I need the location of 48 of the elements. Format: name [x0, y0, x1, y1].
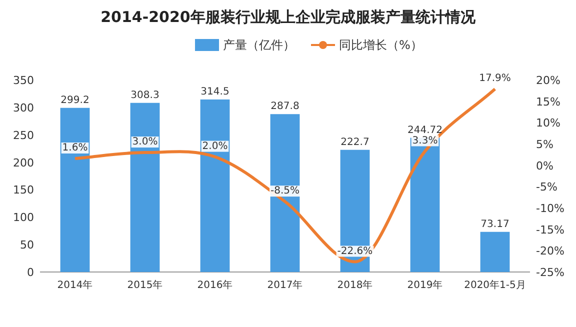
y2-tick-label: -25% [536, 266, 564, 279]
data-label: 314.5 [200, 86, 230, 98]
legend-label: 产量（亿件） [223, 38, 295, 52]
data-label: 17.9% [479, 72, 511, 84]
x-tick-label: 2014年 [57, 279, 93, 291]
y2-tick-label: -20% [536, 244, 564, 258]
y-tick-label: 150 [13, 184, 34, 197]
x-tick-label: 2018年 [337, 279, 373, 291]
y-tick-label: 100 [13, 211, 34, 224]
data-label: 222.7 [340, 136, 370, 148]
y2-tick-label: -15% [536, 223, 564, 236]
y-tick-label: 300 [13, 101, 34, 114]
data-label: -8.5% [270, 186, 300, 197]
data-label: 1.6% [62, 142, 88, 154]
bar [410, 138, 440, 272]
x-tick-label: 2017年 [267, 279, 303, 291]
y-tick-label: 50 [20, 238, 34, 252]
y-tick-label: 350 [13, 74, 34, 87]
y2-tick-label: 5% [536, 138, 554, 151]
data-label: 287.8 [270, 101, 300, 112]
data-label: 73.17 [480, 218, 510, 230]
bar [130, 102, 160, 272]
bar [270, 114, 300, 272]
y2-tick-label: -10% [536, 202, 564, 215]
bar [200, 99, 230, 272]
y2-tick-label: 10% [536, 116, 560, 130]
y2-tick-label: 15% [536, 95, 560, 108]
data-label: 308.3 [130, 90, 160, 101]
x-tick-label: 2020年1-5月 [464, 279, 526, 291]
data-label: 244.72 [408, 124, 442, 136]
data-label: 2.0% [202, 140, 228, 152]
y2-tick-label: 20% [536, 74, 560, 87]
y2-tick-label: 0% [536, 159, 554, 172]
data-label: -22.6% [337, 246, 373, 257]
chart-title: 2014-2020年服装行业规上企业完成服装产量统计情况 [100, 8, 476, 26]
y-tick-label: 0 [27, 266, 34, 279]
y-tick-label: 200 [13, 156, 34, 170]
x-tick-label: 2019年 [407, 279, 443, 291]
bar [60, 108, 90, 272]
y-tick-label: 250 [13, 128, 34, 142]
legend-label: 同比增长（%） [339, 38, 422, 52]
data-label: 3.0% [132, 136, 158, 148]
x-tick-label: 2015年 [127, 279, 163, 291]
x-tick-label: 2016年 [197, 279, 233, 291]
y2-tick-label: -5% [536, 180, 558, 194]
data-label: 299.2 [60, 94, 90, 106]
bar [480, 232, 510, 272]
data-label: 3.3% [412, 135, 438, 146]
